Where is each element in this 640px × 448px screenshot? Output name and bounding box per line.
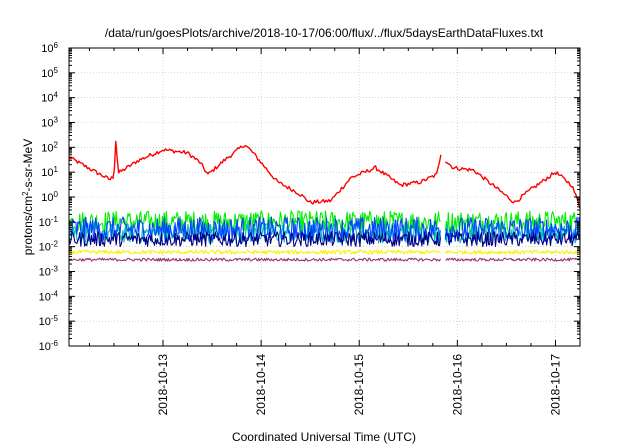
y-axis-ticks: 10-6 10-5 10-4 10-3 10-2 10-1 100 101 102 103 104 1… bbox=[39, 41, 580, 354]
x-axis-ticks: 2018-10-13 2018-10-14 2018-10-15 2018-10-16… bbox=[88, 48, 562, 416]
y-tick-label: 105 bbox=[41, 65, 58, 80]
y-axis-label: protons/cm2-s-sr-MeV bbox=[21, 139, 36, 255]
x-tick-label: 2018-10-16 bbox=[450, 354, 464, 416]
grid bbox=[69, 48, 580, 346]
chart-title: /data/run/goesPlots/archive/2018-10-17/0… bbox=[105, 26, 544, 40]
y-tick-label: 10-4 bbox=[39, 289, 59, 304]
series-line bbox=[68, 140, 581, 209]
y-tick-label: 10-5 bbox=[39, 314, 59, 329]
x-tick-label: 2018-10-15 bbox=[352, 354, 366, 416]
series-line bbox=[68, 231, 581, 248]
y-tick-label: 10-2 bbox=[39, 239, 59, 254]
series-line bbox=[68, 216, 581, 243]
y-tick-label: 104 bbox=[41, 90, 58, 105]
data-series bbox=[68, 140, 581, 262]
y-tick-label: 106 bbox=[41, 41, 58, 56]
y-tick-label: 101 bbox=[41, 165, 58, 180]
x-tick-label: 2018-10-17 bbox=[548, 354, 562, 416]
series-line bbox=[68, 257, 581, 262]
y-tick-label: 103 bbox=[41, 115, 58, 130]
y-tick-label: 102 bbox=[41, 140, 58, 155]
series-line bbox=[68, 249, 581, 255]
x-tick-label: 2018-10-13 bbox=[156, 354, 170, 416]
y-tick-label: 100 bbox=[41, 190, 58, 205]
x-tick-label: 2018-10-14 bbox=[254, 354, 268, 416]
y-tick-label: 10-1 bbox=[39, 214, 59, 229]
x-axis-label: Coordinated Universal Time (UTC) bbox=[232, 430, 416, 444]
y-tick-label: 10-3 bbox=[39, 264, 59, 279]
y-tick-label: 10-6 bbox=[39, 339, 59, 354]
